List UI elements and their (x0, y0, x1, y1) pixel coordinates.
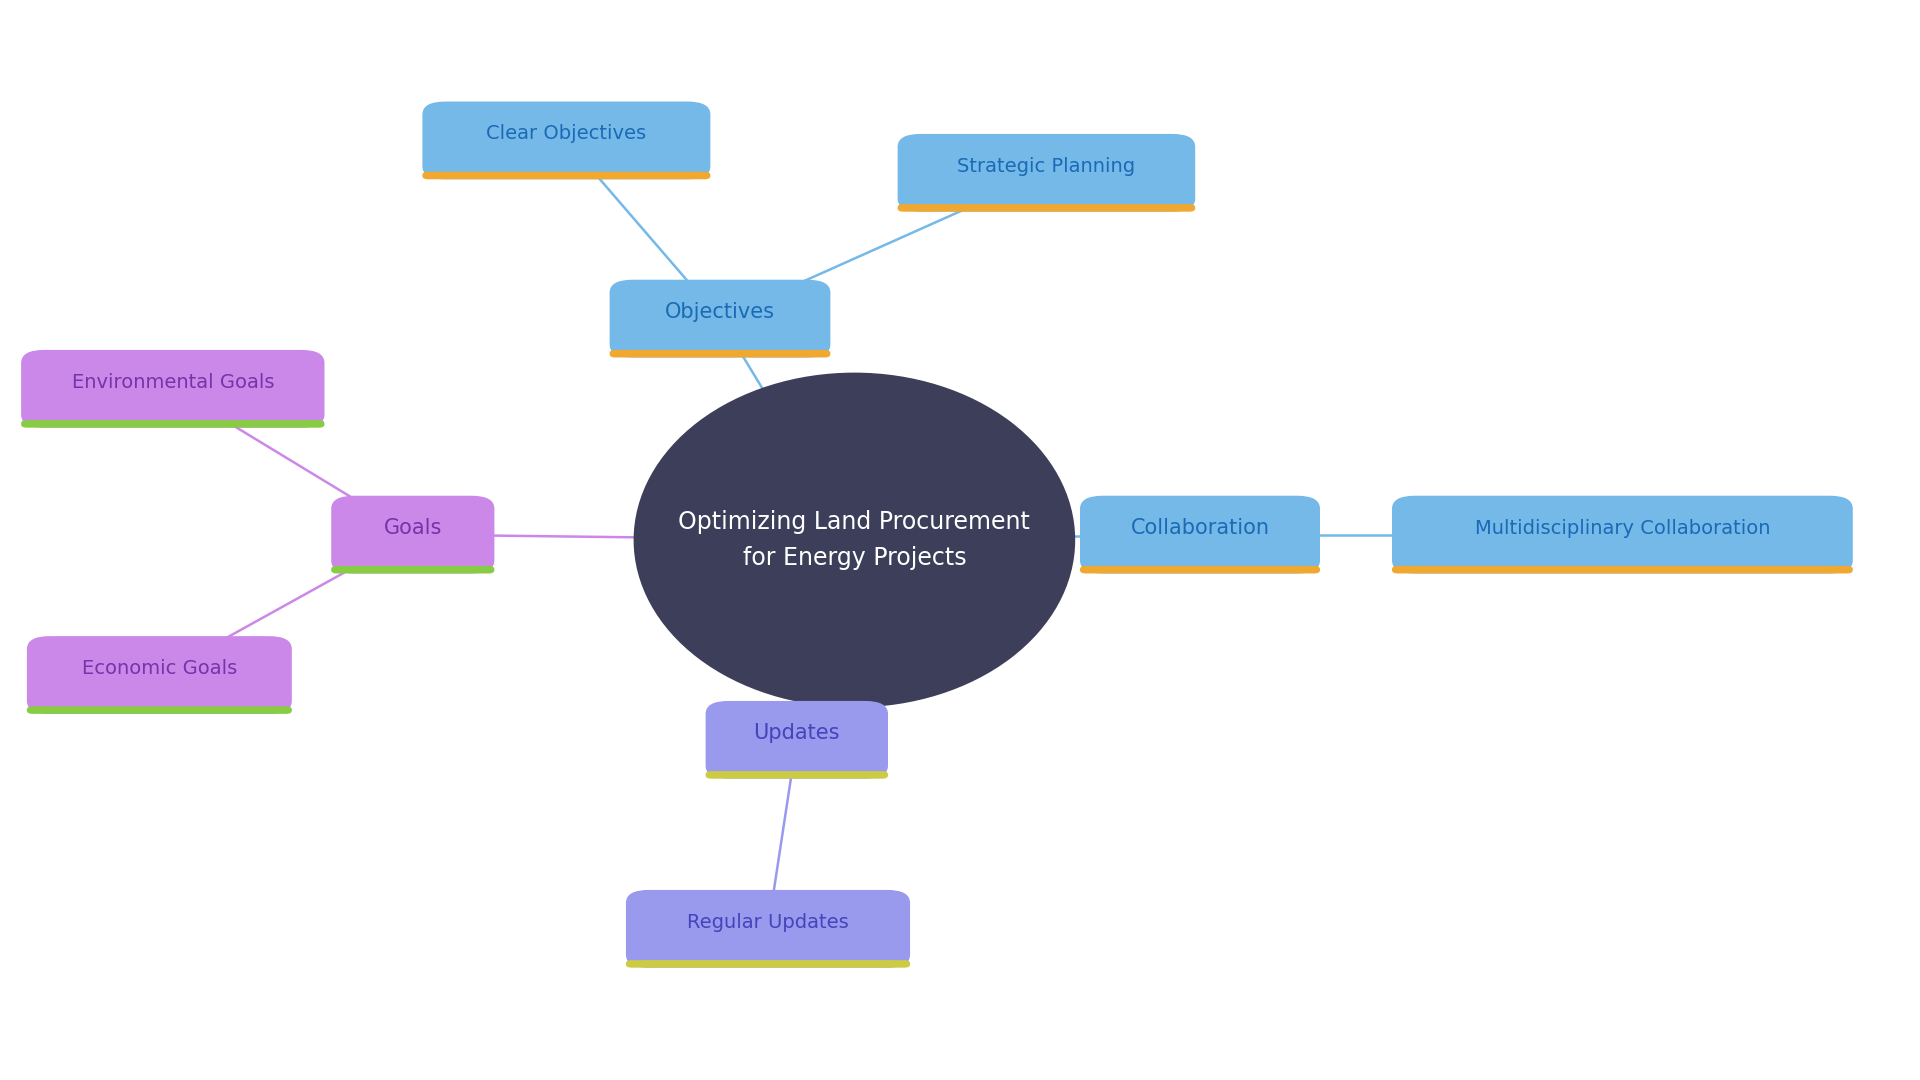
FancyBboxPatch shape (611, 350, 829, 357)
FancyBboxPatch shape (611, 280, 829, 357)
FancyBboxPatch shape (1392, 496, 1853, 573)
Text: Updates: Updates (753, 724, 841, 743)
Text: Collaboration: Collaboration (1131, 518, 1269, 538)
FancyBboxPatch shape (422, 172, 710, 179)
Text: Strategic Planning: Strategic Planning (958, 157, 1135, 176)
Text: Clear Objectives: Clear Objectives (486, 124, 647, 144)
Text: Objectives: Objectives (664, 302, 776, 322)
FancyBboxPatch shape (27, 706, 292, 714)
Ellipse shape (634, 373, 1075, 707)
FancyBboxPatch shape (707, 771, 887, 779)
Text: Environmental Goals: Environmental Goals (71, 373, 275, 392)
FancyBboxPatch shape (899, 204, 1194, 212)
FancyBboxPatch shape (21, 350, 324, 428)
FancyBboxPatch shape (422, 102, 710, 179)
FancyBboxPatch shape (330, 566, 495, 573)
FancyBboxPatch shape (21, 420, 324, 428)
Text: Multidisciplinary Collaboration: Multidisciplinary Collaboration (1475, 518, 1770, 538)
Text: Goals: Goals (384, 518, 442, 538)
Text: Economic Goals: Economic Goals (83, 659, 236, 678)
FancyBboxPatch shape (899, 134, 1194, 212)
Text: Regular Updates: Regular Updates (687, 913, 849, 932)
FancyBboxPatch shape (27, 636, 292, 714)
Text: Optimizing Land Procurement
for Energy Projects: Optimizing Land Procurement for Energy P… (678, 510, 1031, 570)
FancyBboxPatch shape (330, 496, 495, 573)
FancyBboxPatch shape (1079, 566, 1321, 573)
FancyBboxPatch shape (626, 960, 910, 968)
FancyBboxPatch shape (707, 701, 887, 779)
FancyBboxPatch shape (1392, 566, 1853, 573)
FancyBboxPatch shape (626, 890, 910, 968)
FancyBboxPatch shape (1079, 496, 1321, 573)
